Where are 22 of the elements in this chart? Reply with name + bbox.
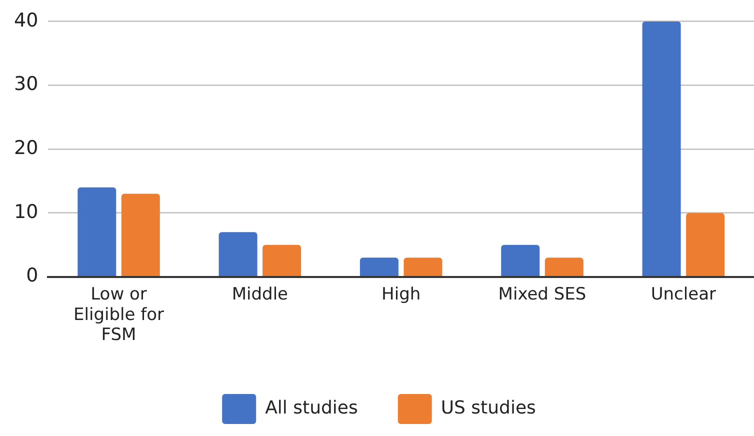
legend-label: US studies xyxy=(440,398,536,419)
y-tick-label: 30 xyxy=(14,73,38,96)
bar xyxy=(360,258,398,276)
y-tick-label: 0 xyxy=(26,264,38,287)
legend-label: All studies xyxy=(265,398,358,419)
y-tick-label: 20 xyxy=(14,137,38,160)
x-tick-label: Unclear xyxy=(650,284,716,304)
x-tick-label: High xyxy=(382,284,421,304)
x-tick-label: Mixed SES xyxy=(498,284,586,304)
bar xyxy=(262,244,302,276)
x-tick-label: Low or Eligible for FSM xyxy=(74,284,164,346)
y-tick-label: 40 xyxy=(14,9,38,32)
bar xyxy=(544,258,584,276)
bar xyxy=(404,258,442,276)
x-tick-label: Middle xyxy=(232,284,288,304)
bar xyxy=(78,187,116,276)
bar xyxy=(642,21,681,276)
bar xyxy=(121,194,160,276)
y-tick-label: 10 xyxy=(14,200,38,223)
bar xyxy=(218,232,258,276)
bar xyxy=(501,244,540,276)
bar xyxy=(686,212,725,276)
